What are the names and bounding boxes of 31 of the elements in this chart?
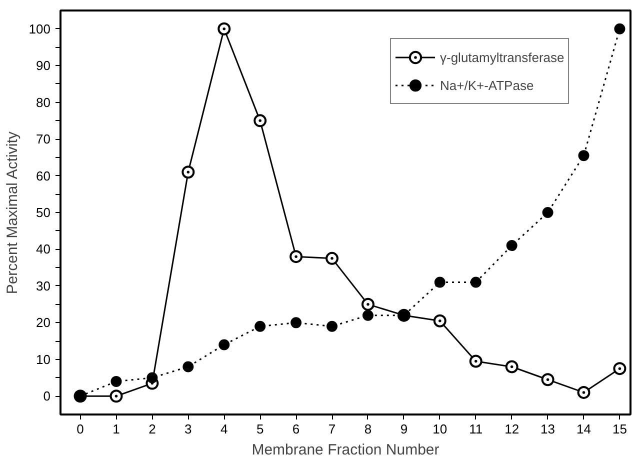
y-tick-label: 90 [36, 58, 51, 74]
x-tick-label: 8 [364, 422, 372, 436]
x-tick-label: 14 [576, 422, 591, 436]
x-axis-title: Membrane Fraction Number [252, 442, 440, 458]
y-tick-label: 40 [36, 242, 51, 257]
y-tick-label: 100 [28, 21, 51, 36]
x-tick-label: 7 [328, 422, 336, 436]
x-tick-label: 1 [112, 422, 120, 436]
x-tick-label: 11 [469, 422, 483, 436]
legend-label: γ-glutamyltransferase [440, 48, 564, 67]
x-tick-label: 0 [76, 422, 84, 436]
y-tick-label: 70 [36, 132, 51, 147]
y-tick-label: 60 [36, 168, 51, 184]
y-tick-label: 20 [36, 315, 51, 330]
x-tick-label: 15 [612, 422, 627, 436]
x-tick-label: 3 [184, 422, 192, 436]
x-tick-label: 12 [504, 422, 520, 436]
x-tick-label: 9 [400, 422, 408, 436]
y-axis-title: Percent Maximal Activity [4, 131, 21, 294]
x-tick-label: 13 [540, 422, 556, 436]
x-tick-label: 4 [220, 422, 228, 436]
legend-label: Na+/K+-ATPase [440, 76, 534, 94]
y-tick-label: 0 [43, 388, 51, 404]
x-tick-label: 2 [148, 422, 156, 436]
x-tick-label: 6 [292, 422, 300, 436]
y-tick-label: 80 [36, 94, 51, 110]
x-tick-label: 5 [256, 422, 264, 436]
y-tick-label: 50 [36, 205, 51, 220]
y-tick-label: 30 [36, 278, 51, 294]
y-tick-label: 10 [36, 352, 51, 367]
x-tick-label: 10 [432, 422, 448, 436]
